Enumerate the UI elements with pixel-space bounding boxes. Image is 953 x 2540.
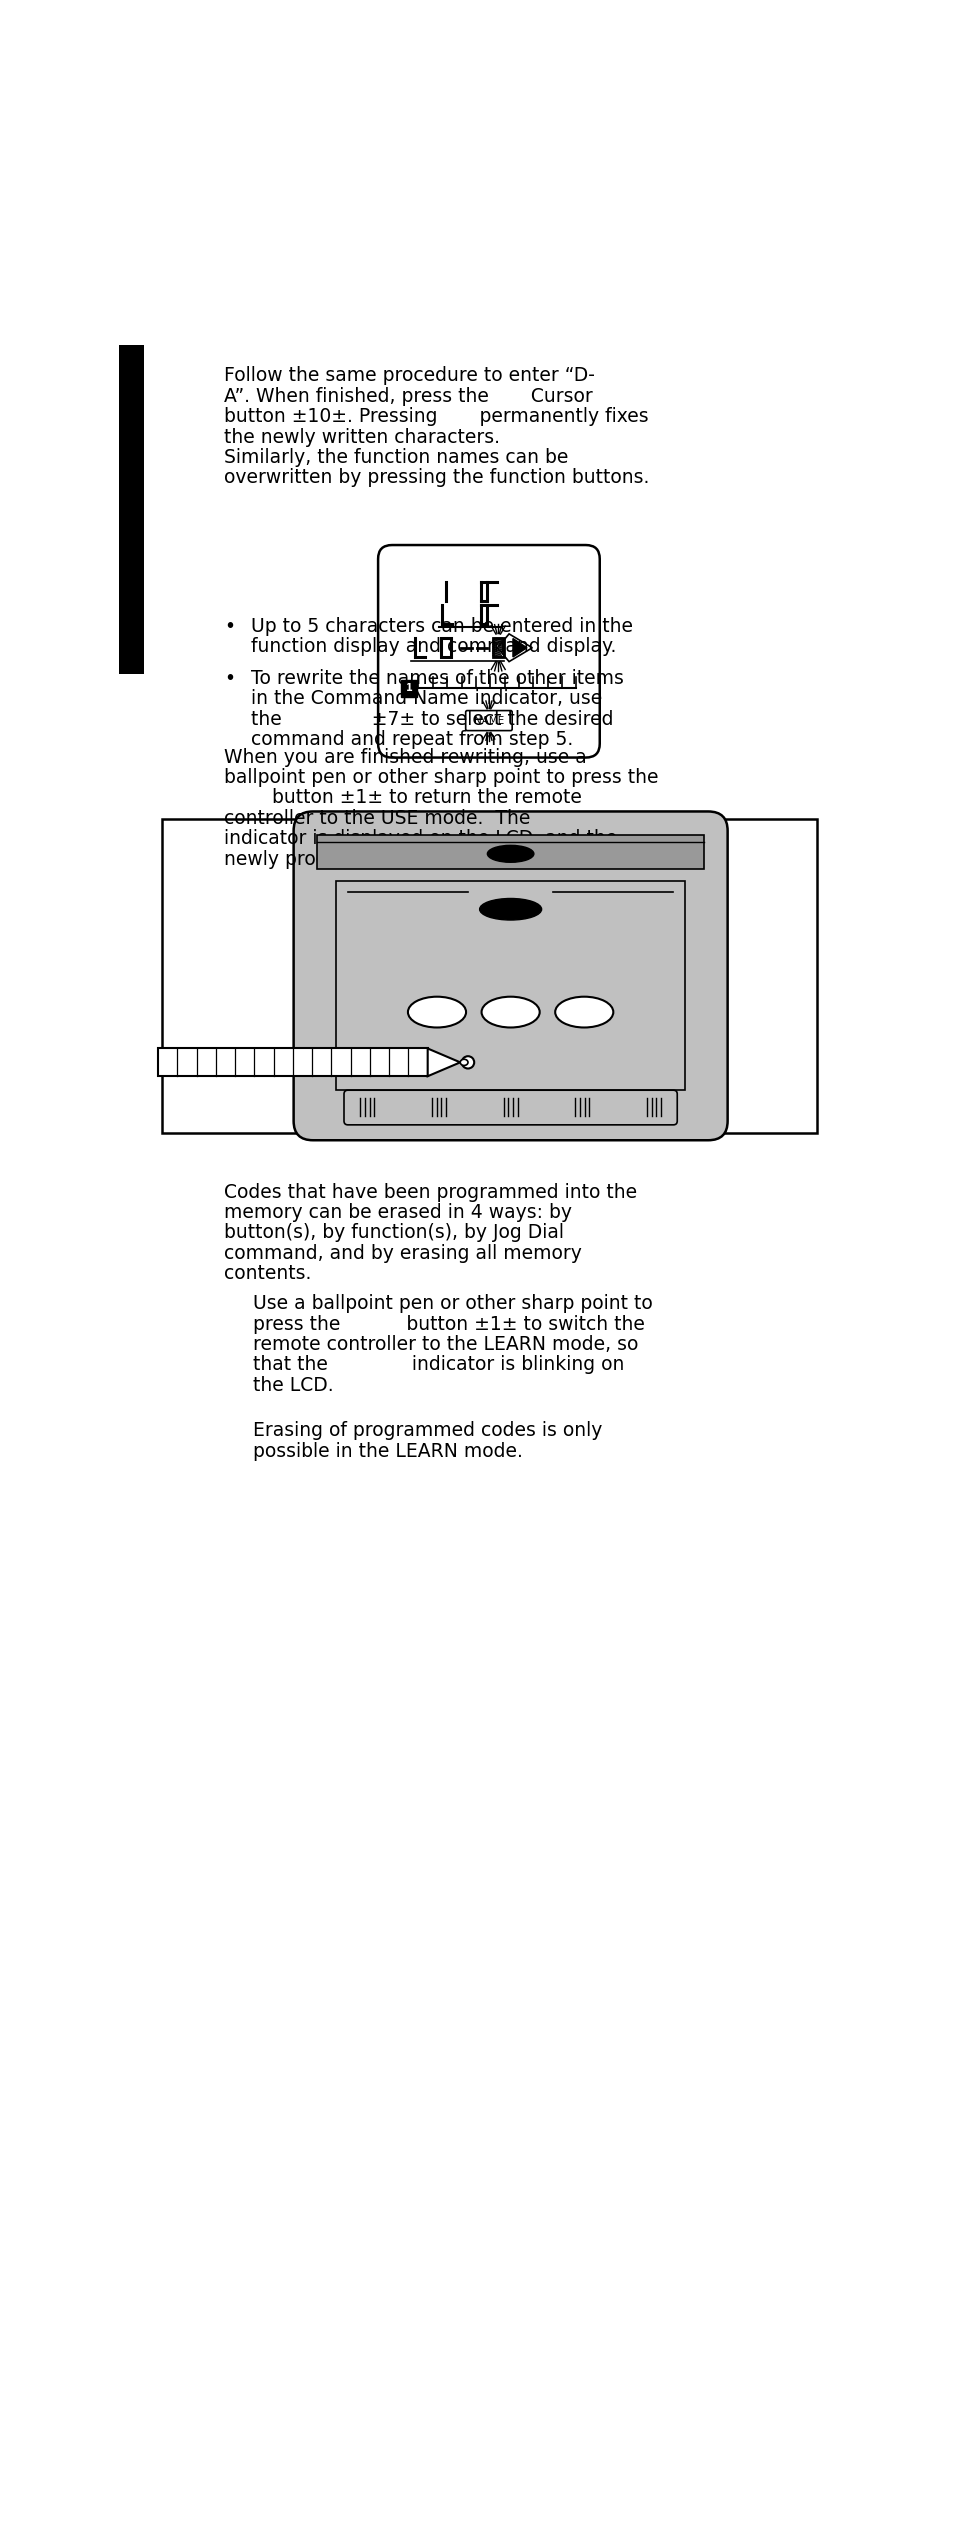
Text: that the              indicator is blinking on: that the indicator is blinking on bbox=[253, 1356, 624, 1374]
Text: When you are finished rewriting, use a: When you are finished rewriting, use a bbox=[224, 747, 586, 767]
Text: in the Command Name indicator, use: in the Command Name indicator, use bbox=[251, 688, 601, 709]
Ellipse shape bbox=[461, 1057, 474, 1069]
Ellipse shape bbox=[408, 996, 466, 1029]
Ellipse shape bbox=[479, 899, 541, 919]
Ellipse shape bbox=[555, 996, 613, 1029]
Text: To rewrite the names of the other items: To rewrite the names of the other items bbox=[251, 668, 623, 688]
Bar bbox=[401, 681, 416, 696]
Text: the LCD.: the LCD. bbox=[253, 1377, 334, 1394]
FancyBboxPatch shape bbox=[344, 1090, 677, 1125]
FancyBboxPatch shape bbox=[377, 546, 599, 757]
Text: newly programmed codes now can be used.: newly programmed codes now can be used. bbox=[224, 848, 638, 869]
Text: Codes that have been programmed into the: Codes that have been programmed into the bbox=[224, 1184, 637, 1201]
Bar bbox=[162, 820, 816, 1133]
Ellipse shape bbox=[481, 996, 539, 1029]
Bar bbox=[493, 638, 503, 658]
Bar bbox=[440, 638, 450, 658]
Text: •: • bbox=[224, 617, 234, 635]
Text: •: • bbox=[224, 668, 234, 688]
Text: button ±1± to return the remote: button ±1± to return the remote bbox=[224, 787, 581, 808]
Text: remote controller to the LEARN mode, so: remote controller to the LEARN mode, so bbox=[253, 1336, 638, 1354]
Ellipse shape bbox=[487, 846, 534, 861]
FancyBboxPatch shape bbox=[294, 810, 727, 1140]
Polygon shape bbox=[513, 638, 526, 658]
Text: command and repeat from step 5.: command and repeat from step 5. bbox=[251, 729, 573, 749]
Text: the               ±7± to select the desired: the ±7± to select the desired bbox=[251, 709, 613, 729]
Text: overwritten by pressing the function buttons.: overwritten by pressing the function but… bbox=[224, 467, 649, 488]
Text: contents.: contents. bbox=[224, 1265, 311, 1283]
Text: Similarly, the function names can be: Similarly, the function names can be bbox=[224, 447, 568, 467]
Text: memory can be erased in 4 ways: by: memory can be erased in 4 ways: by bbox=[224, 1204, 571, 1222]
Ellipse shape bbox=[459, 1059, 468, 1064]
Text: button(s), by function(s), by Jog Dial: button(s), by function(s), by Jog Dial bbox=[224, 1224, 563, 1242]
Text: Up to 5 characters can be entered in the: Up to 5 characters can be entered in the bbox=[251, 617, 633, 635]
Polygon shape bbox=[427, 1049, 459, 1077]
Bar bbox=[158, 1049, 427, 1077]
Text: button ±10±. Pressing       permanently fixes: button ±10±. Pressing permanently fixes bbox=[224, 406, 648, 427]
Text: indicator is displayed on the LCD, and the: indicator is displayed on the LCD, and t… bbox=[224, 828, 617, 848]
Text: possible in the LEARN mode.: possible in the LEARN mode. bbox=[253, 1443, 522, 1460]
Text: A”. When finished, press the       Cursor: A”. When finished, press the Cursor bbox=[224, 386, 592, 406]
Bar bbox=[316, 836, 703, 869]
Text: Use a ballpoint pen or other sharp point to: Use a ballpoint pen or other sharp point… bbox=[253, 1295, 653, 1313]
Text: NAME: NAME bbox=[474, 716, 503, 726]
Text: the newly written characters.: the newly written characters. bbox=[224, 427, 499, 447]
Text: press the           button ±1± to switch the: press the button ±1± to switch the bbox=[253, 1316, 644, 1334]
Text: ballpoint pen or other sharp point to press the: ballpoint pen or other sharp point to pr… bbox=[224, 767, 658, 787]
Bar bbox=[119, 345, 144, 676]
Text: command, and by erasing all memory: command, and by erasing all memory bbox=[224, 1245, 581, 1262]
Bar bbox=[335, 881, 684, 1090]
Text: Follow the same procedure to enter “D-: Follow the same procedure to enter “D- bbox=[224, 366, 594, 386]
FancyBboxPatch shape bbox=[465, 711, 512, 732]
Text: 1: 1 bbox=[405, 683, 412, 693]
Text: controller to the USE mode.  The: controller to the USE mode. The bbox=[224, 808, 530, 828]
Text: Erasing of programmed codes is only: Erasing of programmed codes is only bbox=[253, 1422, 602, 1440]
Text: function display and command display.: function display and command display. bbox=[251, 638, 616, 655]
